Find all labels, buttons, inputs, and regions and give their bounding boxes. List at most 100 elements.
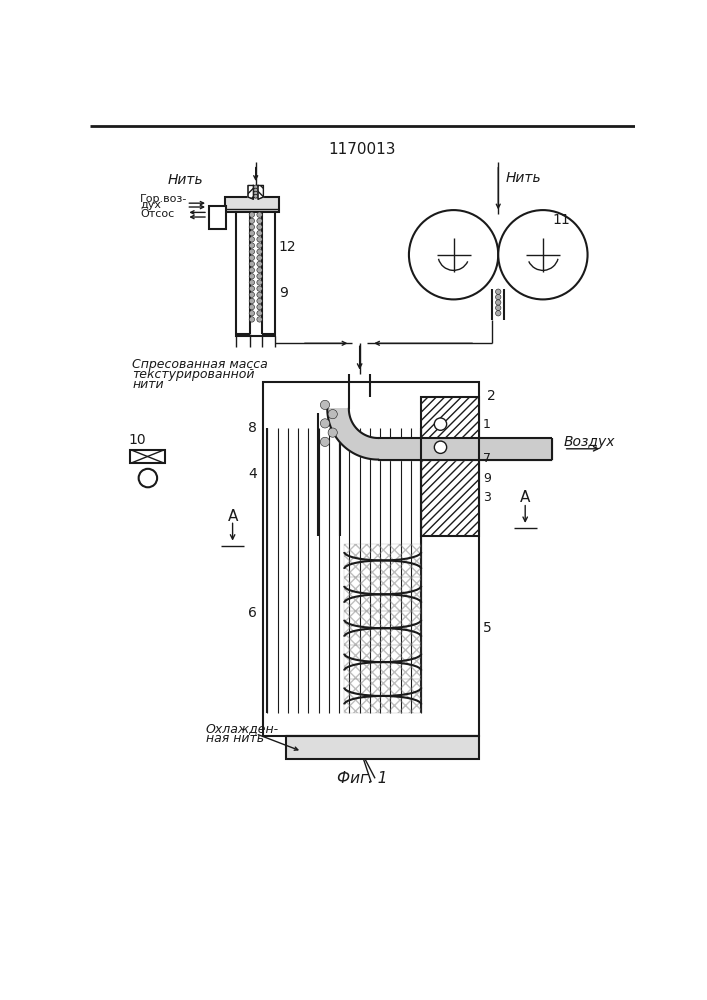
Circle shape: [249, 298, 255, 304]
Polygon shape: [327, 409, 378, 460]
Circle shape: [496, 311, 501, 316]
Text: 11: 11: [552, 213, 570, 227]
Circle shape: [249, 304, 255, 310]
Text: Охлажден-: Охлажден-: [206, 722, 279, 735]
Circle shape: [249, 218, 255, 224]
Circle shape: [249, 243, 255, 248]
Circle shape: [434, 441, 447, 453]
Circle shape: [257, 286, 262, 291]
Circle shape: [249, 267, 255, 273]
Circle shape: [257, 298, 262, 304]
Text: Воздух: Воздух: [563, 435, 615, 449]
Bar: [344, 577, 421, 611]
Text: 3: 3: [483, 491, 491, 504]
Circle shape: [328, 428, 337, 437]
Bar: [236, 212, 275, 336]
Text: дух: дух: [140, 200, 161, 210]
Text: 1170013: 1170013: [328, 142, 396, 157]
Circle shape: [249, 224, 255, 230]
Circle shape: [249, 317, 255, 322]
Text: нити: нити: [132, 378, 164, 391]
Circle shape: [249, 230, 255, 236]
Circle shape: [257, 261, 262, 267]
Bar: [344, 645, 421, 679]
Polygon shape: [258, 185, 264, 199]
Circle shape: [249, 311, 255, 316]
Text: А: А: [520, 490, 530, 505]
Circle shape: [257, 230, 262, 236]
Bar: [225, 197, 279, 212]
Bar: [209, 206, 226, 229]
Circle shape: [249, 292, 255, 297]
Text: 8: 8: [248, 421, 257, 435]
Text: 6: 6: [248, 606, 257, 620]
Circle shape: [249, 286, 255, 291]
Circle shape: [249, 274, 255, 279]
Text: Спресованная масса: Спресованная масса: [132, 358, 268, 371]
Circle shape: [257, 212, 262, 217]
Polygon shape: [248, 185, 253, 199]
Text: 2: 2: [486, 389, 496, 403]
Circle shape: [320, 437, 329, 446]
Text: А: А: [228, 509, 238, 524]
Circle shape: [434, 418, 447, 430]
Circle shape: [409, 210, 498, 299]
Bar: [130, 450, 165, 463]
Text: 9: 9: [279, 286, 288, 300]
Circle shape: [257, 218, 262, 224]
Circle shape: [254, 188, 257, 192]
Circle shape: [257, 304, 262, 310]
Circle shape: [257, 274, 262, 279]
Text: 9: 9: [483, 472, 491, 485]
Circle shape: [254, 185, 257, 189]
Text: 12: 12: [279, 240, 296, 254]
Circle shape: [249, 255, 255, 261]
Circle shape: [249, 237, 255, 242]
Text: 1: 1: [483, 418, 491, 431]
Circle shape: [257, 249, 262, 254]
Circle shape: [257, 317, 262, 322]
Circle shape: [257, 224, 262, 230]
Circle shape: [496, 289, 501, 294]
Circle shape: [249, 249, 255, 254]
Circle shape: [249, 212, 255, 217]
Text: текстурированной: текстурированной: [132, 368, 255, 381]
Circle shape: [328, 410, 337, 419]
Text: Нить: Нить: [506, 171, 542, 185]
Circle shape: [257, 280, 262, 285]
Text: 7: 7: [483, 452, 491, 465]
Circle shape: [249, 280, 255, 285]
Circle shape: [257, 311, 262, 316]
Circle shape: [254, 194, 257, 198]
Circle shape: [320, 400, 329, 410]
Circle shape: [496, 300, 501, 305]
Bar: [264, 382, 479, 736]
Text: 4: 4: [248, 467, 257, 481]
Bar: [344, 679, 421, 713]
Circle shape: [320, 419, 329, 428]
Circle shape: [257, 237, 262, 242]
Circle shape: [139, 469, 157, 487]
Bar: [286, 736, 479, 759]
Bar: [344, 544, 421, 577]
Text: Отсос: Отсос: [140, 209, 175, 219]
Circle shape: [257, 243, 262, 248]
Text: Гор.воз-: Гор.воз-: [140, 194, 187, 204]
Polygon shape: [378, 438, 552, 460]
Text: Нить: Нить: [167, 173, 203, 187]
Circle shape: [498, 210, 588, 299]
Bar: [344, 611, 421, 645]
Circle shape: [496, 294, 501, 300]
Text: ная нить: ная нить: [206, 732, 264, 745]
Text: 10: 10: [129, 433, 146, 447]
Text: Фиг. 1: Фиг. 1: [337, 771, 387, 786]
Bar: [421, 397, 479, 536]
Circle shape: [257, 292, 262, 297]
Circle shape: [257, 267, 262, 273]
Bar: [421, 397, 479, 536]
Circle shape: [496, 305, 501, 311]
Circle shape: [254, 191, 257, 195]
Text: 5: 5: [483, 621, 491, 635]
Circle shape: [249, 261, 255, 267]
Circle shape: [257, 255, 262, 261]
